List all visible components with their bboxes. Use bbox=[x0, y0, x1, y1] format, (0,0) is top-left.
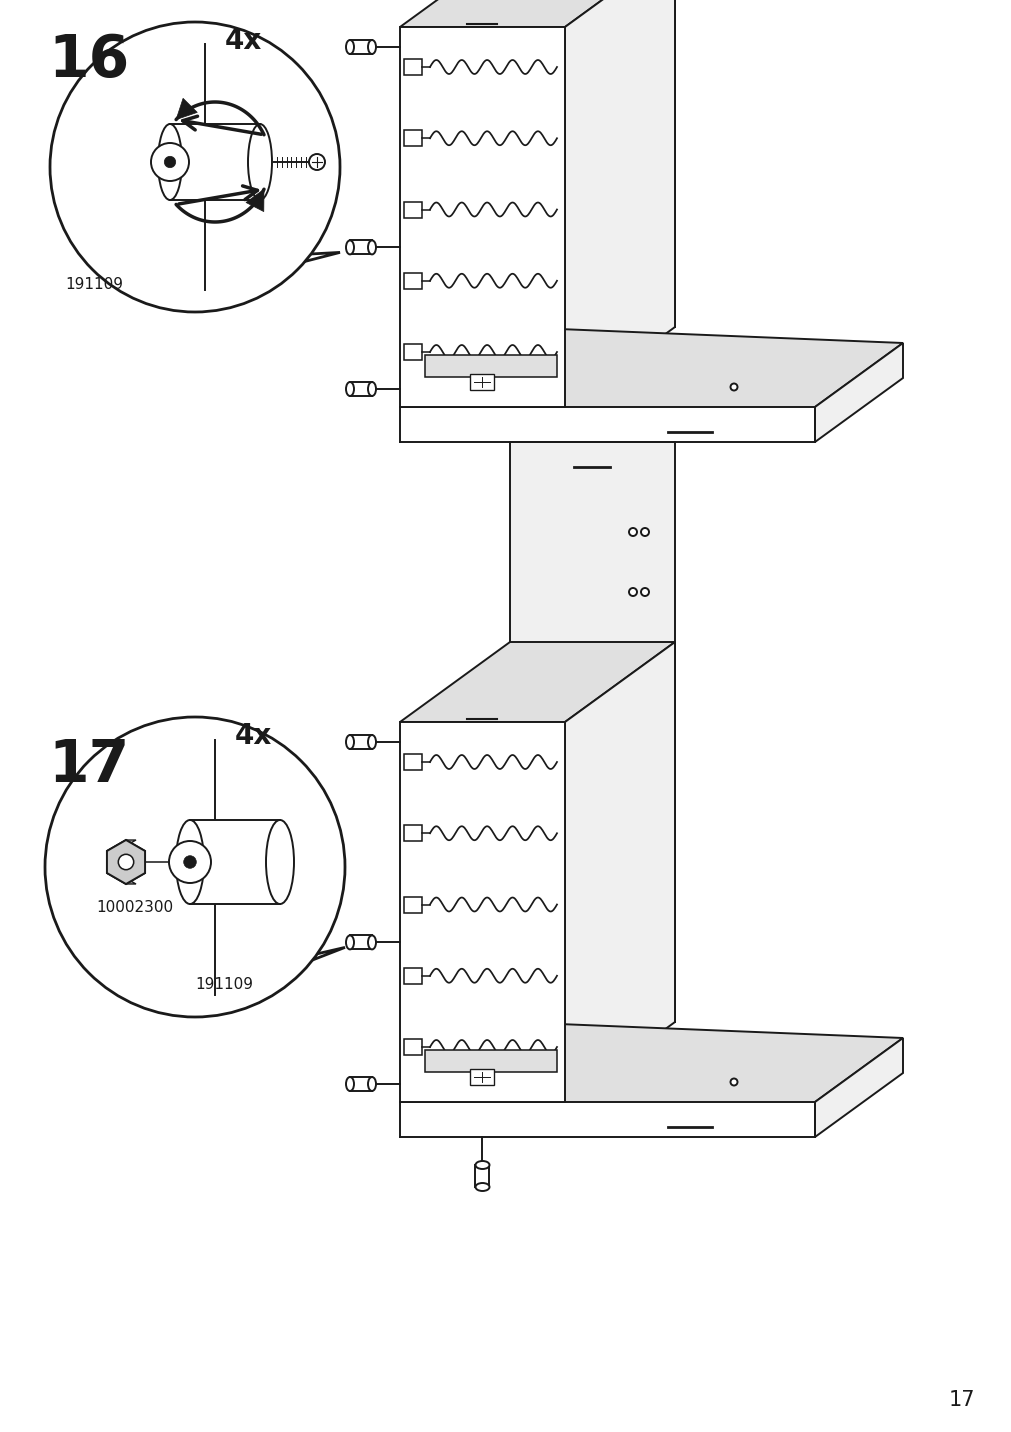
Circle shape bbox=[169, 841, 210, 884]
Text: 191109: 191109 bbox=[65, 276, 123, 292]
Ellipse shape bbox=[346, 1077, 354, 1091]
Ellipse shape bbox=[368, 1077, 376, 1091]
Ellipse shape bbox=[368, 382, 376, 397]
Ellipse shape bbox=[368, 40, 376, 54]
Polygon shape bbox=[510, 0, 674, 326]
Text: 4x: 4x bbox=[235, 722, 272, 750]
Polygon shape bbox=[403, 130, 422, 146]
Ellipse shape bbox=[368, 735, 376, 749]
Polygon shape bbox=[403, 202, 422, 218]
Text: 10002300: 10002300 bbox=[96, 899, 173, 915]
Circle shape bbox=[640, 589, 648, 596]
Polygon shape bbox=[403, 755, 422, 770]
Polygon shape bbox=[475, 1166, 489, 1187]
Polygon shape bbox=[350, 935, 372, 949]
Ellipse shape bbox=[346, 382, 354, 397]
Polygon shape bbox=[425, 1050, 556, 1073]
Polygon shape bbox=[403, 59, 422, 74]
Polygon shape bbox=[814, 1038, 902, 1137]
Polygon shape bbox=[190, 821, 280, 904]
Polygon shape bbox=[403, 968, 422, 984]
Polygon shape bbox=[350, 1077, 372, 1091]
Text: 191109: 191109 bbox=[195, 977, 253, 992]
Ellipse shape bbox=[346, 40, 354, 54]
Polygon shape bbox=[107, 874, 135, 884]
Polygon shape bbox=[107, 841, 145, 884]
Ellipse shape bbox=[158, 125, 182, 200]
Polygon shape bbox=[350, 735, 372, 749]
Circle shape bbox=[151, 143, 189, 180]
Polygon shape bbox=[403, 344, 422, 359]
Circle shape bbox=[730, 1078, 737, 1085]
Polygon shape bbox=[403, 825, 422, 841]
Polygon shape bbox=[399, 642, 674, 722]
Polygon shape bbox=[170, 125, 260, 200]
Ellipse shape bbox=[176, 821, 204, 904]
Ellipse shape bbox=[266, 821, 294, 904]
Polygon shape bbox=[107, 841, 145, 884]
Text: 17: 17 bbox=[48, 737, 129, 793]
Circle shape bbox=[50, 21, 340, 312]
Polygon shape bbox=[107, 841, 135, 851]
Ellipse shape bbox=[346, 935, 354, 949]
Circle shape bbox=[118, 855, 133, 869]
Polygon shape bbox=[564, 0, 674, 407]
Circle shape bbox=[629, 528, 636, 536]
Polygon shape bbox=[350, 241, 372, 255]
Polygon shape bbox=[399, 0, 674, 27]
Circle shape bbox=[640, 528, 648, 536]
Polygon shape bbox=[425, 355, 556, 377]
Ellipse shape bbox=[368, 241, 376, 255]
Text: 16: 16 bbox=[48, 32, 129, 89]
Ellipse shape bbox=[368, 935, 376, 949]
Ellipse shape bbox=[346, 241, 354, 255]
Ellipse shape bbox=[346, 735, 354, 749]
Polygon shape bbox=[229, 948, 345, 992]
Polygon shape bbox=[107, 851, 117, 874]
Circle shape bbox=[730, 384, 737, 391]
Polygon shape bbox=[399, 1022, 902, 1103]
Polygon shape bbox=[403, 272, 422, 289]
Polygon shape bbox=[399, 326, 902, 407]
Polygon shape bbox=[403, 1040, 422, 1055]
Circle shape bbox=[184, 856, 196, 868]
Circle shape bbox=[308, 155, 325, 170]
Polygon shape bbox=[350, 40, 372, 54]
Circle shape bbox=[164, 156, 176, 168]
Polygon shape bbox=[510, 442, 674, 1022]
Ellipse shape bbox=[475, 1161, 489, 1169]
Polygon shape bbox=[470, 374, 494, 390]
Polygon shape bbox=[403, 896, 422, 912]
Polygon shape bbox=[399, 27, 564, 407]
Polygon shape bbox=[564, 642, 674, 1103]
Text: 17: 17 bbox=[947, 1390, 974, 1411]
Text: 4x: 4x bbox=[224, 27, 262, 54]
Ellipse shape bbox=[248, 125, 272, 200]
Polygon shape bbox=[350, 382, 372, 397]
Polygon shape bbox=[470, 1070, 494, 1085]
Polygon shape bbox=[224, 252, 340, 282]
Ellipse shape bbox=[475, 1183, 489, 1191]
Polygon shape bbox=[399, 722, 564, 1103]
Polygon shape bbox=[246, 189, 264, 212]
Circle shape bbox=[629, 589, 636, 596]
Circle shape bbox=[44, 717, 345, 1017]
Polygon shape bbox=[176, 99, 197, 120]
Polygon shape bbox=[814, 344, 902, 442]
